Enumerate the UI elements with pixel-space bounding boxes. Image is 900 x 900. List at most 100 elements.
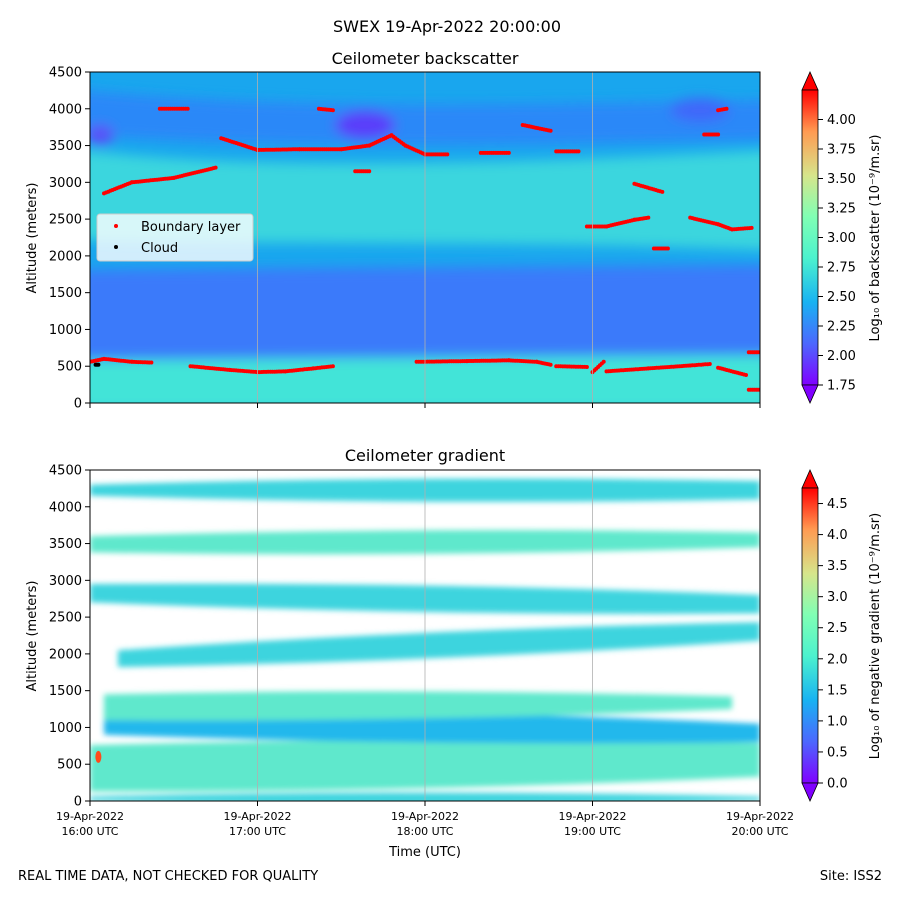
- y-tick-label: 2500: [49, 611, 82, 626]
- backscatter-panel: Ceilometer backscatter 0 500 1000 1500 2000 2…: [25, 49, 883, 412]
- colorbar-tick-label: 0.5: [827, 745, 848, 760]
- y-tick-label: 500: [57, 360, 82, 375]
- gradient-colorbar-ticks: 0.0 0.5 1.0 1.5 2.0 2.5 3.0 3.5 4.0 4.5: [818, 497, 848, 792]
- legend-box: [96, 213, 254, 262]
- colorbar-body: [801, 89, 819, 386]
- y-tick-label: 1500: [49, 286, 82, 301]
- y-tick-label: 0: [74, 397, 82, 412]
- x-tick-label-time: 18:00 UTC: [396, 825, 453, 838]
- legend-marker-cloud: [114, 245, 118, 249]
- marker-point: [330, 364, 335, 369]
- colorbar-tick-label: 1.0: [827, 714, 848, 729]
- gradient-title: Ceilometer gradient: [345, 446, 505, 465]
- y-tick-label: 4500: [49, 66, 82, 81]
- colorbar-tick-label: 3.50: [827, 172, 856, 187]
- colorbar-tick-label: 3.5: [827, 559, 848, 574]
- colorbar-tick-label: 3.75: [827, 143, 856, 158]
- backscatter-title: Ceilometer backscatter: [332, 49, 519, 68]
- backscatter-ylabel: Altitude (meters): [25, 183, 40, 294]
- gradient-colorbar-label: Log₁₀ of negative gradient (10⁻⁹/m.sr): [868, 513, 883, 759]
- colorbar-tick-label: 2.0: [827, 652, 848, 667]
- x-tick-label-time: 16:00 UTC: [61, 825, 118, 838]
- y-tick-label: 1000: [49, 323, 82, 338]
- x-tick-label-date: 19-Apr-2022: [223, 810, 291, 823]
- x-tick-label-date: 19-Apr-2022: [558, 810, 626, 823]
- gradient-gridlines: [257, 470, 593, 801]
- marker-point: [724, 106, 729, 111]
- x-tick-label-time: 20:00 UTC: [731, 825, 788, 838]
- marker-point: [149, 360, 154, 365]
- marker-point: [213, 165, 218, 170]
- y-tick-label: 3000: [49, 574, 82, 589]
- y-tick-label: 3500: [49, 537, 82, 552]
- x-tick-label-time: 17:00 UTC: [229, 825, 286, 838]
- colorbar-tick-label: 2.50: [827, 290, 856, 305]
- colorbar-tick-label: 1.75: [827, 379, 856, 394]
- colorbar-tick-label: 4.5: [827, 497, 848, 512]
- backscatter-legend: Boundary layer Cloud: [96, 213, 254, 262]
- backscatter-colorbar-label: Log₁₀ of backscatter (10⁻⁹/m.sr): [868, 135, 883, 342]
- x-tick-label-date: 19-Apr-2022: [56, 810, 124, 823]
- y-tick-label: 4000: [49, 500, 82, 515]
- marker-point: [646, 215, 651, 220]
- legend-label-cloud: Cloud: [141, 241, 178, 256]
- marker-point: [744, 373, 748, 377]
- colorbar-extend-top: [801, 71, 819, 91]
- y-tick-label: 3500: [49, 139, 82, 154]
- y-tick-label: 2000: [49, 647, 82, 662]
- figure-suptitle: SWEX 19-Apr-2022 20:00:00: [333, 17, 561, 36]
- backscatter-y-ticks: 0 500 1000 1500 2000 2500 3000 3500 4000 4500: [49, 66, 90, 412]
- y-tick-label: 2000: [49, 249, 82, 264]
- y-tick-label: 2500: [49, 213, 82, 228]
- backscatter-dark-patch-left: [90, 125, 114, 145]
- footer-site-label: Site: ISS2: [819, 869, 882, 884]
- colorbar-body: [801, 487, 819, 784]
- marker-point: [707, 362, 712, 366]
- marker-point: [584, 365, 589, 369]
- gradient-ylabel: Altitude (meters): [25, 581, 40, 692]
- marker-point: [576, 149, 581, 154]
- gradient-y-ticks: 0 500 1000 1500 2000 2500 3000 3500 4000 4500: [49, 464, 90, 810]
- gradient-hotspot: [95, 750, 102, 763]
- marker-point: [445, 152, 450, 157]
- y-tick-label: 0: [74, 795, 82, 810]
- gradient-band: [103, 691, 733, 721]
- gradient-band: [117, 622, 760, 668]
- boundary-layer-markers: [90, 106, 760, 392]
- colorbar-tick-label: 3.0: [827, 590, 848, 605]
- marker-point: [506, 150, 511, 155]
- marker-point: [660, 189, 665, 194]
- footer-quality-notice: REAL TIME DATA, NOT CHECKED FOR QUALITY: [18, 869, 319, 884]
- cloud-markers: [93, 362, 101, 367]
- marker-point: [185, 106, 190, 111]
- colorbar-tick-label: 0.0: [827, 777, 848, 792]
- gradient-x-ticks: 19-Apr-2022 16:00 UTC 19-Apr-2022 17:00 UTC…: [56, 801, 794, 838]
- gradient-colorbar: 0.0 0.5 1.0 1.5 2.0 2.5 3.0 3.5 4.0 4.5 Log₁₀ of …: [801, 469, 883, 802]
- marker-point: [749, 225, 754, 230]
- gradient-panel: Ceilometer gradient 0 500 1000 1500 2000 2500…: [25, 446, 883, 860]
- colorbar-tick-label: 2.5: [827, 621, 848, 636]
- backscatter-colorbar-ticks: 1.75 2.00 2.25 2.50 2.75 3.00 3.25 3.50 3.75 4.00: [818, 113, 856, 394]
- backscatter-colorbar: 1.75 2.00 2.25 2.50 2.75 3.00 3.25 3.50 3.75 4.00…: [801, 71, 883, 404]
- backscatter-dark-patch: [335, 111, 395, 139]
- marker-point: [548, 128, 553, 133]
- x-tick-label-date: 19-Apr-2022: [391, 810, 459, 823]
- legend-marker-boundary-layer: [114, 224, 118, 228]
- y-tick-label: 3000: [49, 176, 82, 191]
- colorbar-tick-label: 2.25: [827, 320, 856, 335]
- colorbar-tick-label: 3.25: [827, 202, 856, 217]
- marker-point: [96, 362, 101, 367]
- marker-point: [330, 108, 335, 113]
- y-tick-label: 4500: [49, 464, 82, 479]
- backscatter-x-ticks: [89, 403, 761, 408]
- y-tick-label: 1000: [49, 721, 82, 736]
- y-tick-label: 1500: [49, 684, 82, 699]
- x-tick-label-time: 19:00 UTC: [564, 825, 621, 838]
- backscatter-gridlines: [257, 72, 593, 403]
- colorbar-tick-label: 2.75: [827, 261, 856, 276]
- colorbar-extend-top: [801, 469, 819, 489]
- colorbar-extend-bottom: [801, 384, 819, 404]
- y-tick-label: 500: [57, 758, 82, 773]
- colorbar-tick-label: 3.00: [827, 231, 856, 246]
